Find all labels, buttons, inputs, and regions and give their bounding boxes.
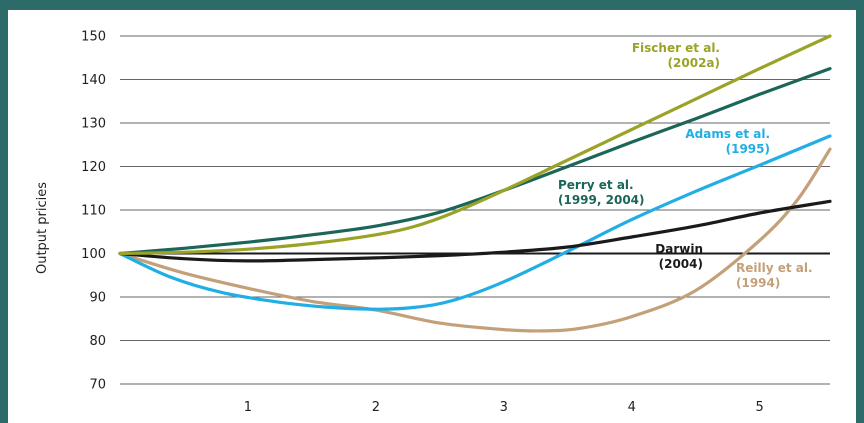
y-axis-label: Output pricies bbox=[35, 182, 50, 274]
x-tick-label: 1 bbox=[244, 400, 252, 415]
y-tick-label: 120 bbox=[81, 160, 106, 175]
y-tick-label: 100 bbox=[81, 247, 106, 262]
series-labels: Fischer et al. (2002a) Perry et al. (1999, … bbox=[558, 41, 813, 290]
series-label-fischer: Fischer et al. (2002a) bbox=[632, 41, 720, 70]
series-label-line: (1999, 2004) bbox=[558, 193, 645, 207]
series-label-line: (2002a) bbox=[668, 56, 720, 70]
line-chart: 70 80 90 100 110 120 130 140 150 1 2 3 4 5 Fischer e… bbox=[35, 30, 832, 415]
y-tick-label: 70 bbox=[89, 378, 106, 393]
series-line-fischer bbox=[118, 34, 832, 256]
series-label-line: Fischer et al. bbox=[632, 41, 720, 55]
series-label-line: Perry et al. bbox=[558, 178, 634, 192]
y-tick-label: 80 bbox=[89, 334, 106, 349]
y-tick-label: 130 bbox=[81, 117, 106, 132]
x-tick-label: 2 bbox=[372, 400, 380, 415]
series-lines bbox=[118, 34, 832, 333]
y-tick-labels: 70 80 90 100 110 120 130 140 150 bbox=[81, 30, 106, 393]
series-label-line: Reilly et al. bbox=[736, 261, 813, 275]
series-label-darwin: Darwin (2004) bbox=[655, 242, 703, 271]
grid-lines bbox=[120, 35, 830, 385]
y-tick-label: 140 bbox=[81, 73, 106, 88]
series-line-perry bbox=[118, 67, 832, 256]
series-label-adams: Adams et al. (1995) bbox=[685, 127, 770, 156]
x-tick-label: 3 bbox=[500, 400, 508, 415]
series-label-line: (1994) bbox=[736, 276, 780, 290]
y-tick-label: 150 bbox=[81, 30, 106, 45]
series-label-line: Adams et al. bbox=[685, 127, 770, 141]
series-label-line: (2004) bbox=[659, 257, 703, 271]
chart-panel: 70 80 90 100 110 120 130 140 150 1 2 3 4 5 Fischer e… bbox=[8, 10, 856, 423]
x-tick-label: 5 bbox=[755, 400, 763, 415]
series-label-line: (1995) bbox=[726, 142, 770, 156]
x-tick-labels: 1 2 3 4 5 bbox=[244, 400, 764, 415]
series-line-darwin bbox=[118, 199, 832, 263]
y-tick-label: 110 bbox=[81, 204, 106, 219]
series-line-reilly bbox=[118, 147, 832, 333]
series-label-line: Darwin bbox=[655, 242, 703, 256]
x-tick-label: 4 bbox=[628, 400, 636, 415]
series-label-perry: Perry et al. (1999, 2004) bbox=[558, 178, 645, 207]
series-line-adams bbox=[118, 134, 832, 311]
y-tick-label: 90 bbox=[89, 291, 106, 306]
series-label-reilly: Reilly et al. (1994) bbox=[736, 261, 813, 290]
